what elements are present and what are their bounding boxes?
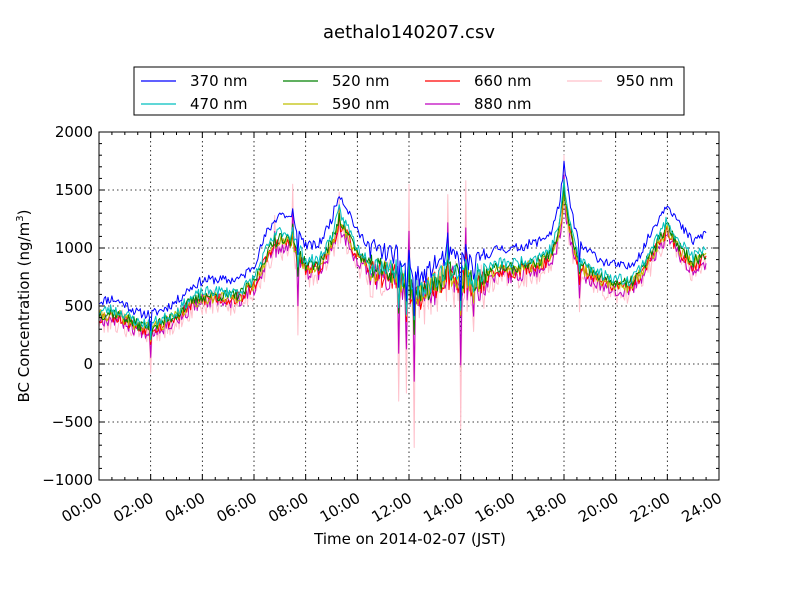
legend-frame	[133, 66, 685, 116]
x-tick-label: 18:00	[524, 489, 570, 526]
y-axis-label-main: BC Concentration (ng/m	[15, 222, 33, 403]
chart-title: aethalo140207.csv	[323, 22, 495, 43]
y-tick-label: 500	[64, 297, 93, 315]
x-tick-label: 10:00	[317, 489, 363, 526]
y-tick-label: −500	[52, 413, 93, 431]
x-tick-label: 02:00	[110, 489, 156, 526]
x-tick-label: 16:00	[472, 489, 518, 526]
x-tick-label: 00:00	[59, 489, 105, 526]
series-lines	[98, 154, 707, 448]
y-tick-label: −1000	[42, 471, 93, 489]
y-tick-label: 2000	[55, 123, 93, 141]
legend-label: 370 nm	[190, 72, 248, 90]
x-tick-label: 08:00	[265, 489, 311, 526]
series-line-950-nm	[98, 154, 707, 448]
x-axis-label: Time on 2014-02-07 (JST)	[313, 530, 506, 548]
x-tick-label: 12:00	[369, 489, 415, 526]
y-tick-label: 0	[83, 355, 93, 373]
y-axis-label: BC Concentration (ng/m3)	[15, 210, 33, 403]
x-tick-label: 20:00	[575, 489, 621, 526]
y-tick-label: 1500	[55, 181, 93, 199]
x-tick-label: 04:00	[162, 489, 208, 526]
series-line-470-nm	[98, 179, 707, 340]
legend-label: 950 nm	[616, 72, 674, 90]
legend-label: 520 nm	[332, 72, 390, 90]
legend: 370 nm 470 nm 520 nm 590 nm 660 nm 880 nm 950 …	[133, 66, 685, 116]
y-axis-label-end: )	[15, 210, 33, 216]
legend-label: 470 nm	[190, 95, 248, 113]
x-tick-label: 24:00	[679, 489, 725, 526]
legend-label: 880 nm	[474, 95, 532, 113]
x-tick-label: 14:00	[420, 489, 466, 526]
legend-label: 660 nm	[474, 72, 532, 90]
y-axis-label-sup: 3	[15, 215, 26, 221]
series-line-520-nm	[98, 184, 707, 341]
series-line-880-nm	[98, 174, 707, 382]
y-tick-label: 1000	[55, 239, 93, 257]
x-tick-label: 06:00	[214, 489, 260, 526]
x-tick-label: 22:00	[627, 489, 673, 526]
series-line-370-nm	[98, 160, 707, 332]
legend-label: 590 nm	[332, 95, 390, 113]
